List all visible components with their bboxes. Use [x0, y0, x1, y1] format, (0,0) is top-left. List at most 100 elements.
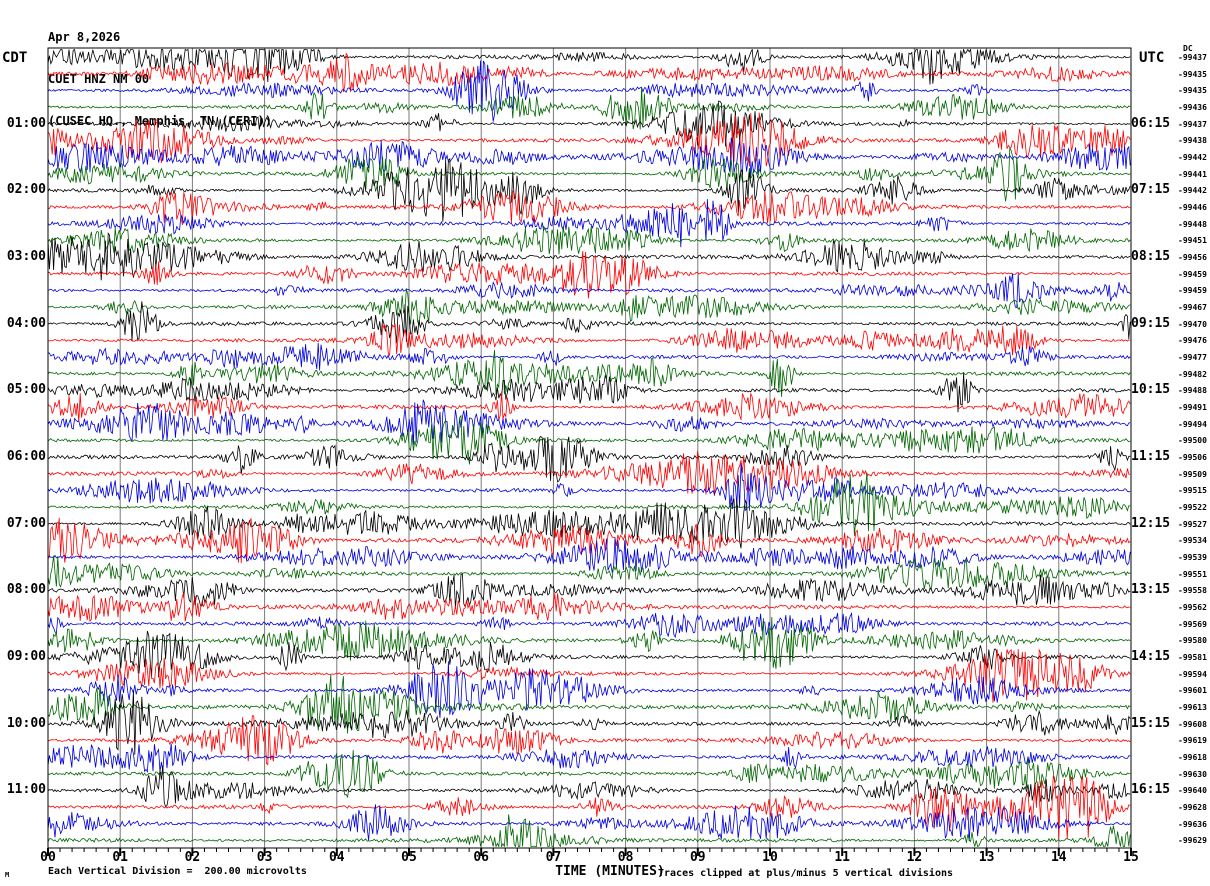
- x-tick-label: 09: [689, 850, 706, 865]
- seismogram-trace: [48, 342, 1131, 371]
- seismogram-trace: [48, 463, 1131, 512]
- seismogram-trace: [48, 814, 1131, 847]
- trace-offset-label: -99494: [1178, 419, 1207, 429]
- left-time-label: 05:00: [6, 382, 46, 398]
- trace-offset-label: -99482: [1178, 369, 1207, 379]
- station-label: CUET HNZ NM 00: [48, 72, 150, 86]
- trace-offset-label: -99435: [1178, 69, 1207, 79]
- seismogram-trace: [48, 414, 1131, 465]
- right-time-label: 12:15: [1131, 515, 1171, 531]
- x-tick-label: 04: [328, 850, 345, 865]
- seismogram-trace: [48, 372, 1131, 413]
- trace-offset-label: -99562: [1178, 603, 1207, 612]
- x-tick-label: 15: [1123, 850, 1139, 865]
- left-time-label: 04:00: [6, 315, 46, 331]
- seismogram-trace: [48, 273, 1131, 308]
- trace-offset-label: -99636: [1178, 819, 1207, 829]
- plot-border: [47, 47, 1132, 849]
- seismogram-trace: [48, 301, 1131, 344]
- seismogram-trace: [48, 199, 1131, 248]
- right-time-label: 07:15: [1131, 182, 1171, 198]
- trace-offset-label: -99446: [1178, 203, 1207, 212]
- seismogram-trace: [48, 573, 1131, 609]
- seismogram-trace: [48, 323, 1131, 356]
- left-time-label: 02:00: [6, 182, 46, 198]
- seismogram-trace: [48, 450, 1131, 496]
- trace-offset-label: -99580: [1178, 636, 1207, 646]
- seismogram-trace: [48, 743, 1131, 773]
- seismogram-trace: [48, 472, 1131, 537]
- seismogram-trace: [48, 86, 1131, 130]
- right-time-label: 10:15: [1131, 382, 1171, 398]
- dc-label: DC: [1183, 44, 1193, 53]
- seismogram-trace: [48, 765, 1131, 808]
- trace-offset-label: -99435: [1178, 86, 1207, 96]
- trace-offset-label: -99628: [1178, 803, 1207, 812]
- seismogram-trace: [48, 750, 1131, 799]
- trace-offset-label: -99629: [1178, 836, 1207, 846]
- left-axis-title: CDT: [2, 50, 28, 66]
- trace-offset-label: -99470: [1178, 319, 1207, 329]
- seismogram-trace: [48, 49, 1131, 85]
- trace-offset-label: -99451: [1178, 236, 1207, 246]
- right-axis-title: UTC: [1139, 50, 1165, 66]
- trace-offset-label: -99522: [1178, 503, 1207, 512]
- seismogram-trace: [48, 100, 1131, 147]
- seismogram-trace: [48, 435, 1131, 483]
- x-tick-label: 02: [184, 850, 201, 865]
- x-tick-label: 00: [40, 850, 56, 865]
- trace-offset-label: -99459: [1178, 269, 1207, 279]
- trace-offset-label: -99442: [1178, 153, 1207, 162]
- trace-offset-label: -99534: [1178, 536, 1207, 546]
- trace-offset-label: -99640: [1178, 786, 1207, 796]
- x-tick-label: 07: [545, 850, 562, 865]
- seismogram-trace: [48, 190, 1131, 226]
- left-time-label: 03:00: [6, 249, 46, 264]
- right-time-label: 09:15: [1131, 315, 1171, 331]
- seismogram-trace: [48, 555, 1131, 591]
- trace-offset-label: -99506: [1178, 453, 1207, 462]
- right-time-label: 13:15: [1131, 582, 1171, 598]
- trace-offset-label: -99551: [1178, 569, 1207, 579]
- x-tick-label: 01: [112, 850, 129, 865]
- left-time-label: 01:00: [6, 115, 46, 131]
- trace-offset-label: -99459: [1178, 286, 1207, 296]
- trace-offset-label: -99619: [1178, 736, 1207, 746]
- seismogram-trace: [48, 616, 1131, 669]
- seismogram-trace: [48, 250, 1131, 299]
- right-time-label: 06:15: [1131, 115, 1171, 131]
- x-tick-label: 12: [906, 850, 923, 865]
- trace-offset-label: -99515: [1178, 486, 1207, 496]
- trace-offset-label: -99630: [1178, 769, 1207, 779]
- trace-offset-label: -99558: [1178, 586, 1207, 596]
- trace-offset-label: -99437: [1178, 119, 1207, 129]
- seismogram-trace: [48, 674, 1131, 734]
- left-time-label: 10:00: [6, 715, 46, 731]
- seismogram-trace: [48, 137, 1131, 177]
- seismogram-trace: [48, 289, 1131, 326]
- trace-offset-label: -99500: [1178, 436, 1207, 446]
- x-tick-label: 06: [473, 850, 490, 865]
- right-time-label: 11:15: [1131, 449, 1171, 464]
- trace-offset-label: -99527: [1178, 519, 1207, 529]
- seismogram-trace: [48, 591, 1131, 623]
- clip-note: Traces clipped at plus/minus 5 vertical …: [658, 868, 954, 879]
- trace-offset-label: -99569: [1178, 619, 1207, 629]
- left-time-label: 09:00: [6, 649, 46, 664]
- trace-offset-label: -99594: [1178, 669, 1207, 679]
- left-time-label: 07:00: [6, 515, 46, 531]
- seismogram-trace: [48, 804, 1131, 842]
- trace-offset-label: -99491: [1178, 403, 1207, 412]
- right-time-label: 08:15: [1131, 249, 1171, 264]
- trace-offset-label: -99441: [1178, 169, 1207, 179]
- x-tick-label: 05: [401, 850, 417, 865]
- x-tick-label: 11: [834, 850, 851, 865]
- seismogram-trace: [48, 630, 1131, 678]
- trace-offset-label: -99437: [1178, 53, 1207, 62]
- seismogram-trace: [48, 715, 1131, 766]
- trace-offset-label: -99477: [1178, 353, 1207, 362]
- trace-offset-label: -99442: [1178, 186, 1207, 196]
- trace-offset-label: -99467: [1178, 303, 1207, 312]
